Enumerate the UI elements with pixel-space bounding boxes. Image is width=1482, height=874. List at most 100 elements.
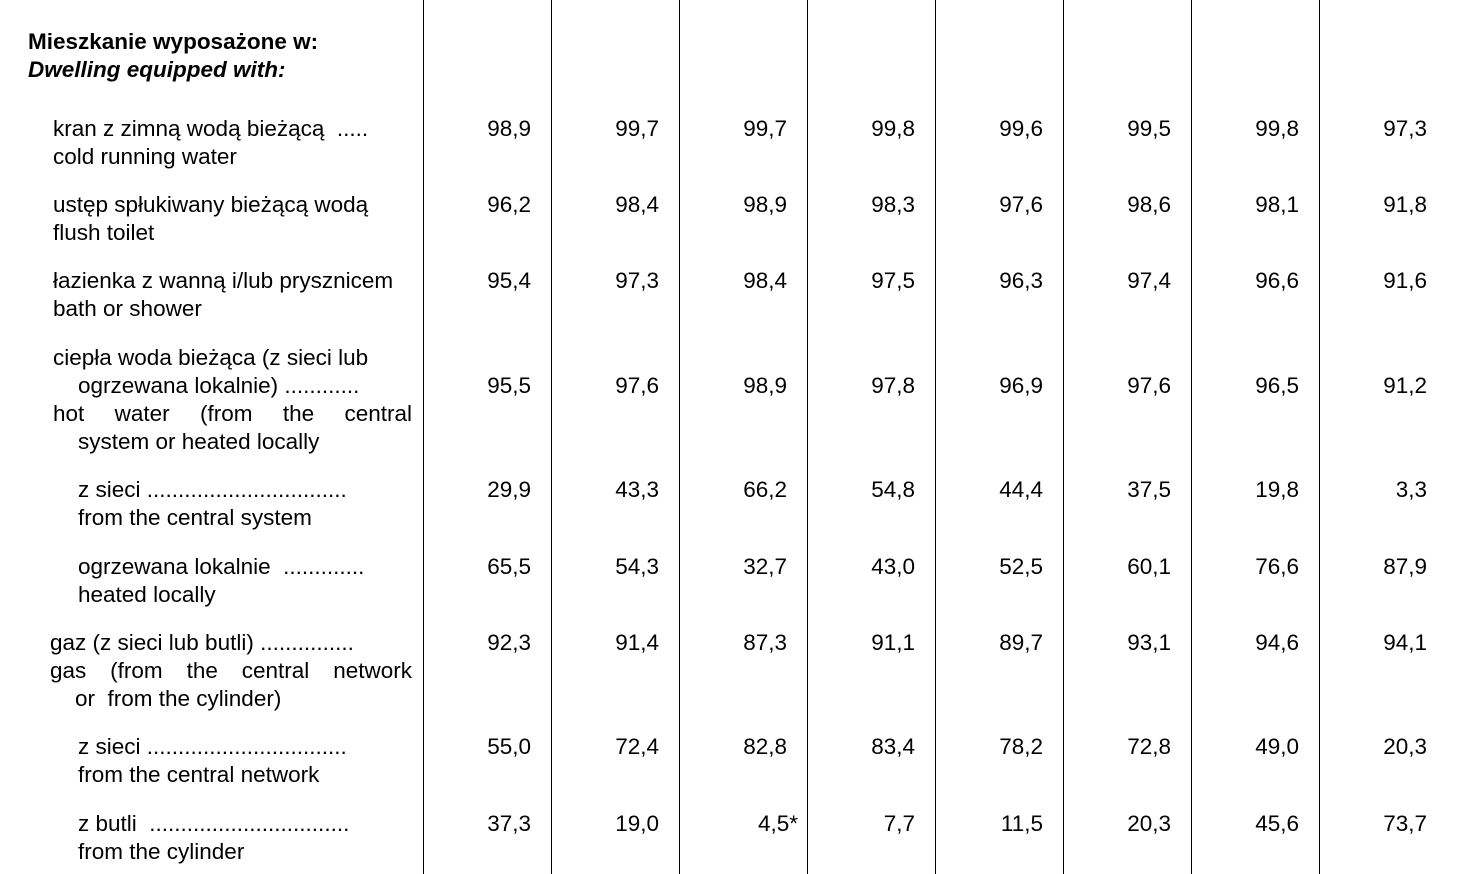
cell-value: 98,4 xyxy=(615,192,659,217)
cell-value: 87,9 xyxy=(1383,554,1427,579)
heading-english: Dwelling equipped with: xyxy=(28,57,286,82)
cell-value: 94,6 xyxy=(1255,630,1299,655)
cell-value: 4,5* xyxy=(757,811,798,836)
cell-value: 60,1 xyxy=(1127,554,1171,579)
row-label-english: from the central network xyxy=(78,762,320,787)
row-label-polish: z butli ................................ xyxy=(78,811,350,836)
cell-value: 37,3 xyxy=(487,811,531,836)
cell-value: 99,5 xyxy=(1127,116,1171,141)
cell-value: 95,4 xyxy=(487,268,531,293)
cell-value: 97,8 xyxy=(871,373,915,398)
cell-value: 97,3 xyxy=(615,268,659,293)
table-heading: Mieszkanie wyposażone w: Dwelling equipp… xyxy=(28,28,318,84)
column-rule xyxy=(423,0,424,874)
cell-value: 32,7 xyxy=(743,554,787,579)
row-label-polish: kran z zimną wodą bieżącą ..... xyxy=(53,116,369,141)
row-label-english: from the central system xyxy=(78,505,312,530)
cell-value: 91,4 xyxy=(615,630,659,655)
cell-value: 73,7 xyxy=(1383,811,1427,836)
row-label-polish: gaz (z sieci lub butli) ............... xyxy=(50,630,354,655)
row-label-english: bath or shower xyxy=(53,296,202,321)
cell-value: 96,3 xyxy=(999,268,1043,293)
cell-value: 54,8 xyxy=(871,477,915,502)
row-label-polish: ciepła woda bieżąca (z sieci lub xyxy=(53,345,369,370)
row-label-english: gas (from the central network xyxy=(50,658,412,683)
row-label-english: hot water (from the central xyxy=(53,401,412,426)
cell-value: 76,6 xyxy=(1255,554,1299,579)
cell-value: 72,4 xyxy=(615,734,659,759)
cell-value: 49,0 xyxy=(1255,734,1299,759)
cell-value: 29,9 xyxy=(487,477,531,502)
cell-value: 98,6 xyxy=(1127,192,1171,217)
cell-value: 43,3 xyxy=(615,477,659,502)
cell-value: 98,9 xyxy=(743,192,787,217)
row-label-english: from the cylinder xyxy=(78,839,245,864)
column-rule xyxy=(551,0,552,874)
cell-value: 99,8 xyxy=(1255,116,1299,141)
cell-value: 66,2 xyxy=(743,477,787,502)
cell-value: 94,1 xyxy=(1383,630,1427,655)
cell-value: 98,1 xyxy=(1255,192,1299,217)
row-label-polish: ustęp spłukiwany bieżącą wodą xyxy=(53,192,369,217)
row-label-english-cont: system or heated locally xyxy=(78,429,320,454)
cell-value: 44,4 xyxy=(999,477,1043,502)
cell-value: 91,2 xyxy=(1383,373,1427,398)
cell-value: 92,3 xyxy=(487,630,531,655)
cell-value: 98,9 xyxy=(487,116,531,141)
cell-value: 82,8 xyxy=(743,734,787,759)
cell-value: 55,0 xyxy=(487,734,531,759)
column-rule xyxy=(1319,0,1320,874)
cell-value: 87,3 xyxy=(743,630,787,655)
cell-value: 97,6 xyxy=(615,373,659,398)
cell-value: 93,1 xyxy=(1127,630,1171,655)
cell-value: 96,6 xyxy=(1255,268,1299,293)
cell-value: 3,3 xyxy=(1395,477,1427,502)
row-label-polish: z sieci ................................ xyxy=(78,477,347,502)
cell-value: 98,9 xyxy=(743,373,787,398)
cell-value: 19,8 xyxy=(1255,477,1299,502)
cell-value: 95,5 xyxy=(487,373,531,398)
cell-value: 37,5 xyxy=(1127,477,1171,502)
cell-value: 19,0 xyxy=(615,811,659,836)
cell-value: 72,8 xyxy=(1127,734,1171,759)
cell-value: 91,6 xyxy=(1383,268,1427,293)
cell-value: 99,6 xyxy=(999,116,1043,141)
column-rule xyxy=(1063,0,1064,874)
cell-value: 98,4 xyxy=(743,268,787,293)
cell-value: 20,3 xyxy=(1127,811,1171,836)
column-rule xyxy=(935,0,936,874)
cell-value: 54,3 xyxy=(615,554,659,579)
cell-value: 99,7 xyxy=(743,116,787,141)
row-label-polish: ogrzewana lokalnie ............. xyxy=(78,554,365,579)
cell-value: 20,3 xyxy=(1383,734,1427,759)
row-label-english: flush toilet xyxy=(53,220,155,245)
row-label-polish: łazienka z wanną i/lub prysznicem xyxy=(53,268,394,293)
row-label-english: heated locally xyxy=(78,582,216,607)
cell-value: 97,3 xyxy=(1383,116,1427,141)
cell-value: 43,0 xyxy=(871,554,915,579)
row-label-english-cont: or from the cylinder) xyxy=(75,686,282,711)
cell-value: 11,5 xyxy=(1000,811,1043,836)
row-label-polish: z sieci ................................ xyxy=(78,734,347,759)
cell-value: 99,8 xyxy=(871,116,915,141)
column-rule xyxy=(1191,0,1192,874)
cell-value: 97,6 xyxy=(1127,373,1171,398)
cell-value: 96,2 xyxy=(487,192,531,217)
cell-value: 96,5 xyxy=(1255,373,1299,398)
cell-value: 65,5 xyxy=(487,554,531,579)
cell-value: 97,6 xyxy=(999,192,1043,217)
cell-value: 91,1 xyxy=(871,630,915,655)
row-label-polish-cont: ogrzewana lokalnie) ............ xyxy=(78,373,360,398)
cell-value: 99,7 xyxy=(615,116,659,141)
cell-value: 96,9 xyxy=(999,373,1043,398)
column-rule xyxy=(807,0,808,874)
cell-value: 97,5 xyxy=(871,268,915,293)
cell-value: 78,2 xyxy=(999,734,1043,759)
heading-polish: Mieszkanie wyposażone w: xyxy=(28,29,319,54)
cell-value: 97,4 xyxy=(1127,268,1171,293)
cell-value: 45,6 xyxy=(1255,811,1299,836)
cell-value: 91,8 xyxy=(1383,192,1427,217)
cell-value: 7,7 xyxy=(883,811,915,836)
cell-value: 98,3 xyxy=(871,192,915,217)
cell-value: 83,4 xyxy=(871,734,915,759)
